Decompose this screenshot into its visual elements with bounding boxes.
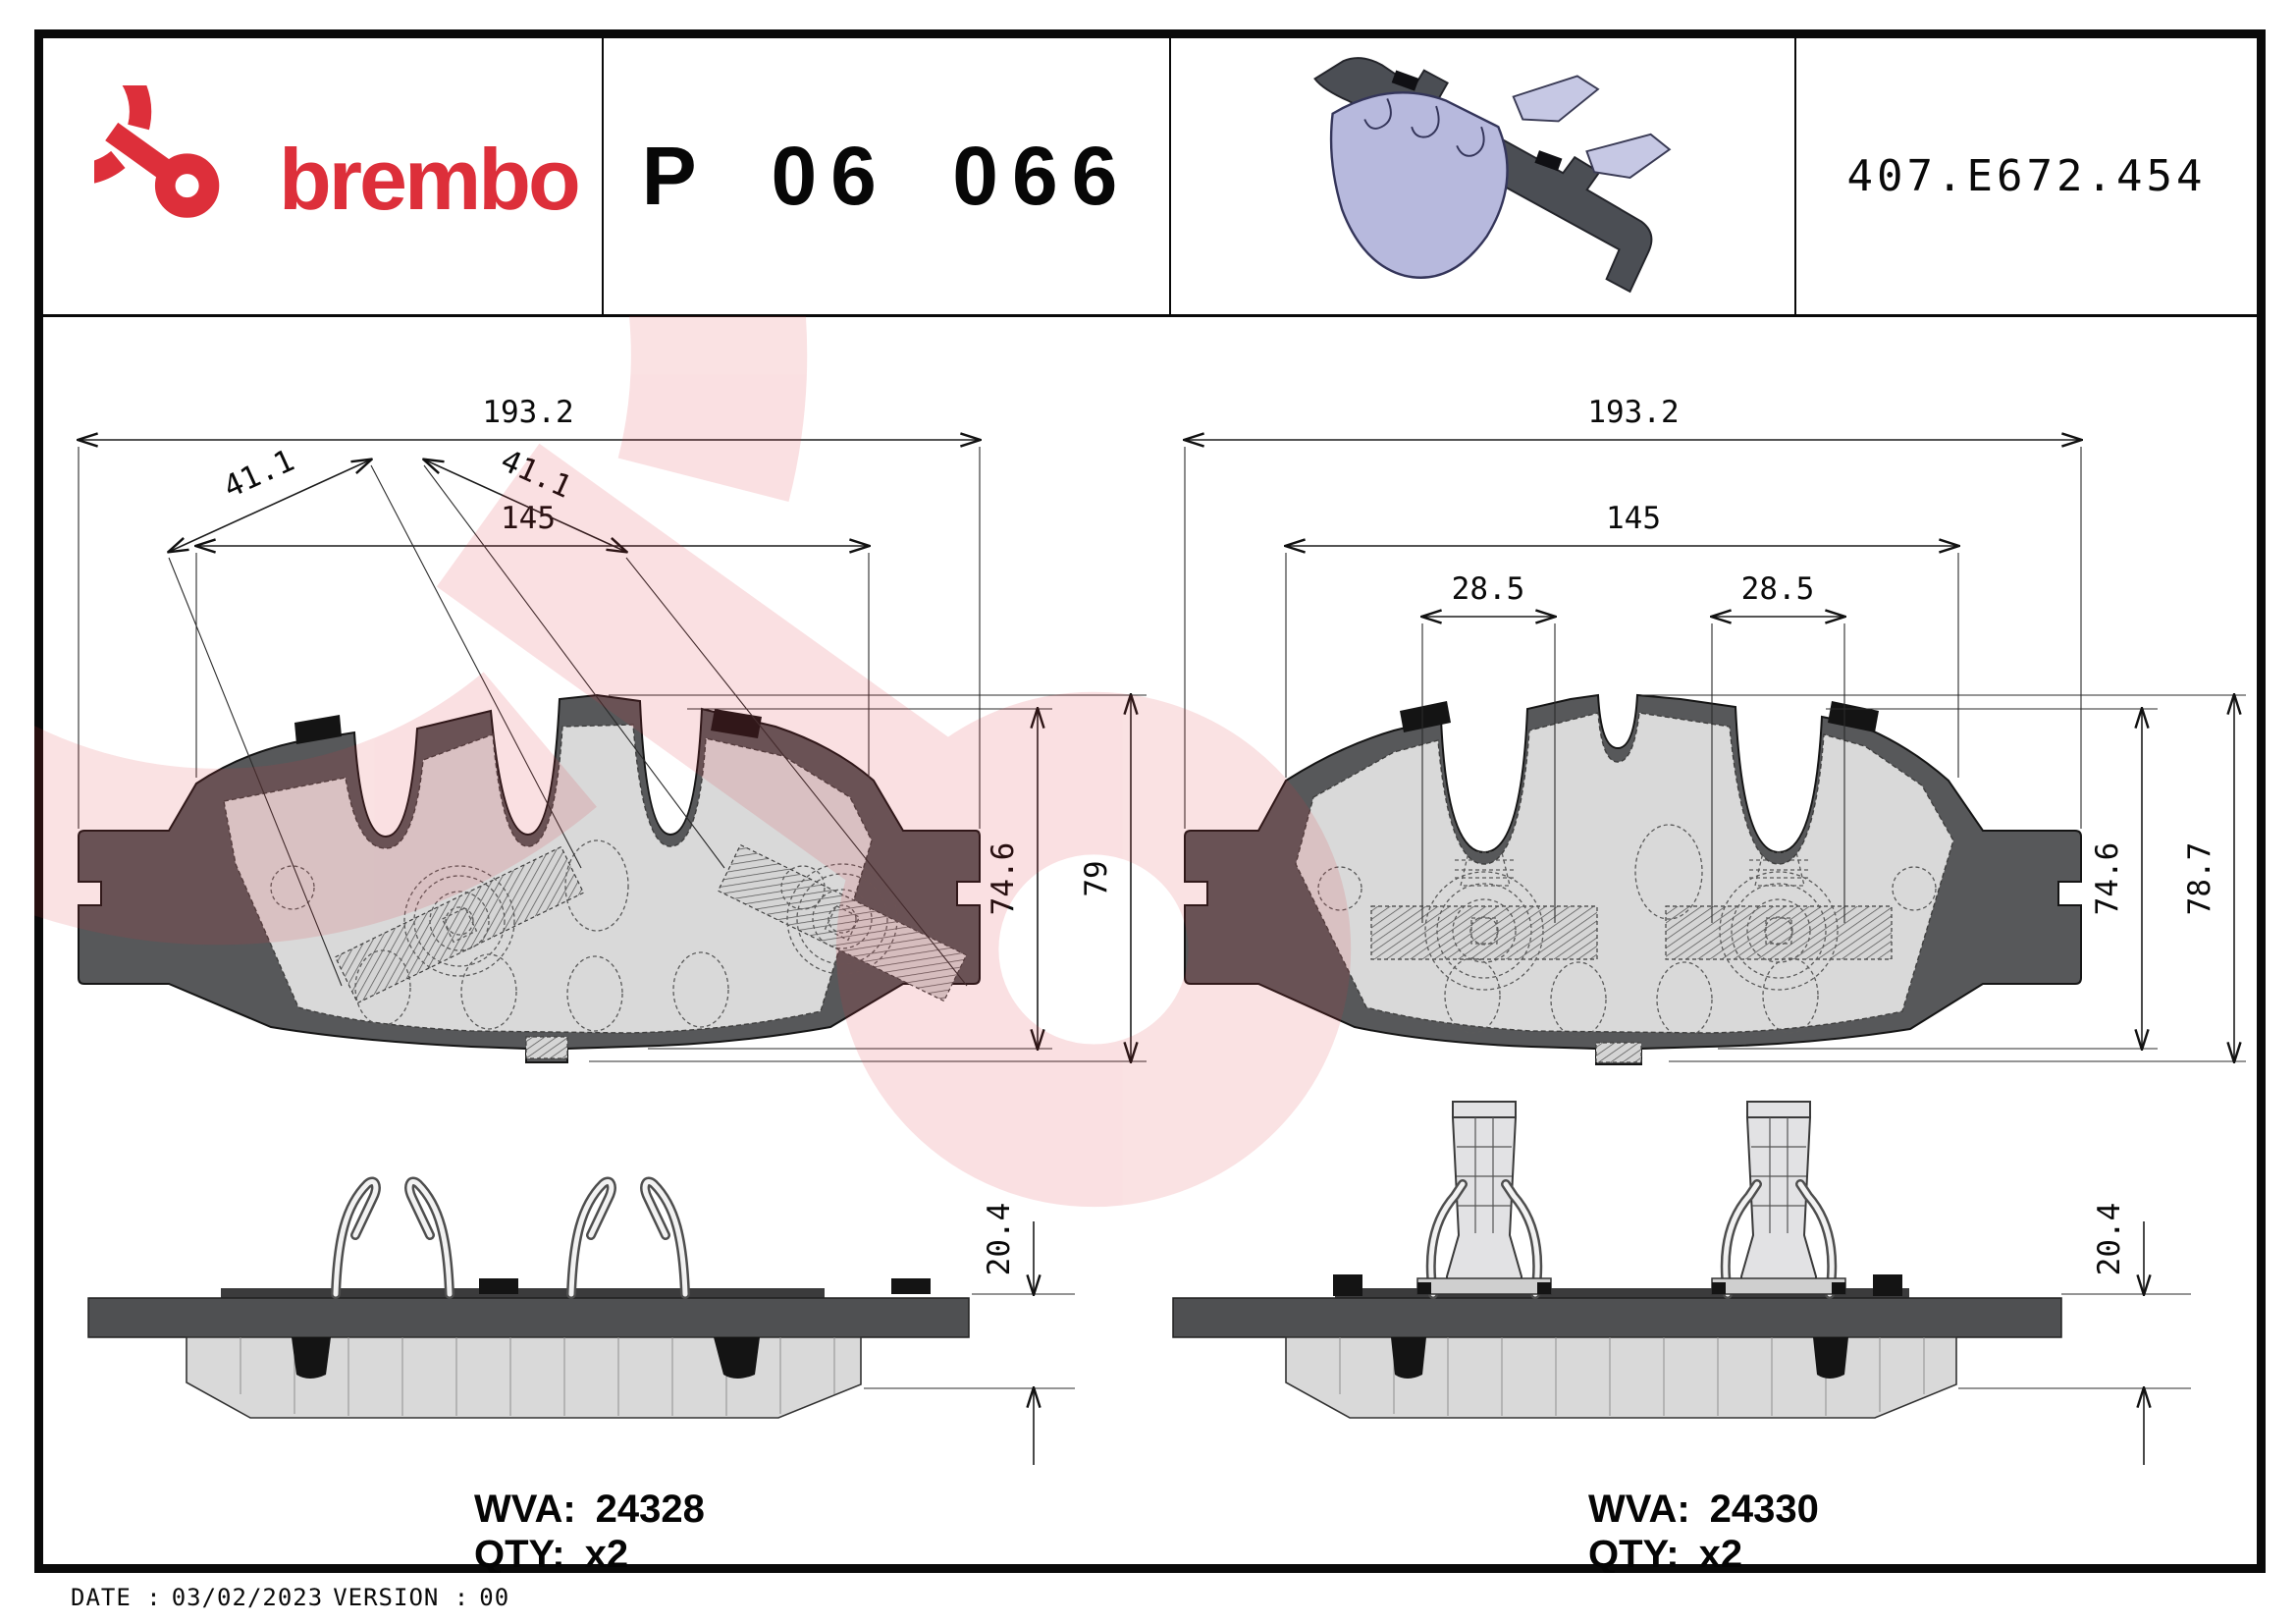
left-wva-line: WVA: 24328 <box>474 1488 705 1531</box>
dim-label-total-height-left: 79 <box>1079 860 1114 896</box>
product-image-cell <box>1171 38 1796 314</box>
pad-spring-clips <box>331 1176 690 1299</box>
technical-drawing: 193.2 145 41.1 41.1 74.6 79 <box>34 316 2246 1573</box>
dim-label-total-width-left: 193.2 <box>482 395 573 430</box>
date-label: DATE : <box>71 1584 162 1611</box>
left-qty-line: QTY: x2 <box>474 1533 628 1573</box>
title-block: brembo P 06 066 407.E672.454 <box>34 29 2266 316</box>
dim-label-thickness-left: 20.4 <box>982 1203 1017 1276</box>
brand-cell: brembo <box>43 38 604 314</box>
dim-label-pad-width-right: 145 <box>1606 501 1661 536</box>
brake-pad-3d-icon <box>1312 56 1671 293</box>
reference-number: 407.E672.454 <box>1846 151 2207 201</box>
left-pad-side-view <box>87 1176 970 1419</box>
brand-wordmark: brembo <box>279 130 581 228</box>
dim-label-sensor-left: 28.5 <box>1452 571 1525 607</box>
dim-label-sensor-right: 28.5 <box>1741 571 1815 607</box>
date-value: 03/02/2023 <box>171 1584 324 1611</box>
right-wva-line: WVA: 24330 <box>1588 1488 1819 1531</box>
brembo-logo-icon <box>94 85 263 268</box>
header-divider <box>34 314 2266 317</box>
right-pad-side-view <box>1172 1101 2062 1419</box>
reference-cell: 407.E672.454 <box>1796 38 2257 314</box>
dim-label-total-width-right: 193.2 <box>1587 395 1679 430</box>
part-number: P 06 066 <box>641 130 1132 222</box>
part-number-cell: P 06 066 <box>604 38 1171 314</box>
dim-label-lug-left: 41.1 <box>218 443 299 506</box>
dim-label-total-height-right: 78.7 <box>2182 842 2217 916</box>
footer-revision: DATE : 03/02/2023 VERSION : 00 <box>71 1584 519 1611</box>
dim-label-thickness-right: 20.4 <box>2092 1203 2127 1276</box>
version-value: 00 <box>479 1584 510 1611</box>
version-label: VERSION : <box>333 1584 470 1611</box>
dim-label-friction-height-right: 74.6 <box>2090 842 2125 916</box>
right-pad-dimensions: 193.2 145 28.5 28.5 74.6 78.7 <box>1185 395 2246 1465</box>
wear-sensor-towers <box>1416 1101 1846 1299</box>
right-qty-line: QTY: x2 <box>1588 1533 1742 1573</box>
